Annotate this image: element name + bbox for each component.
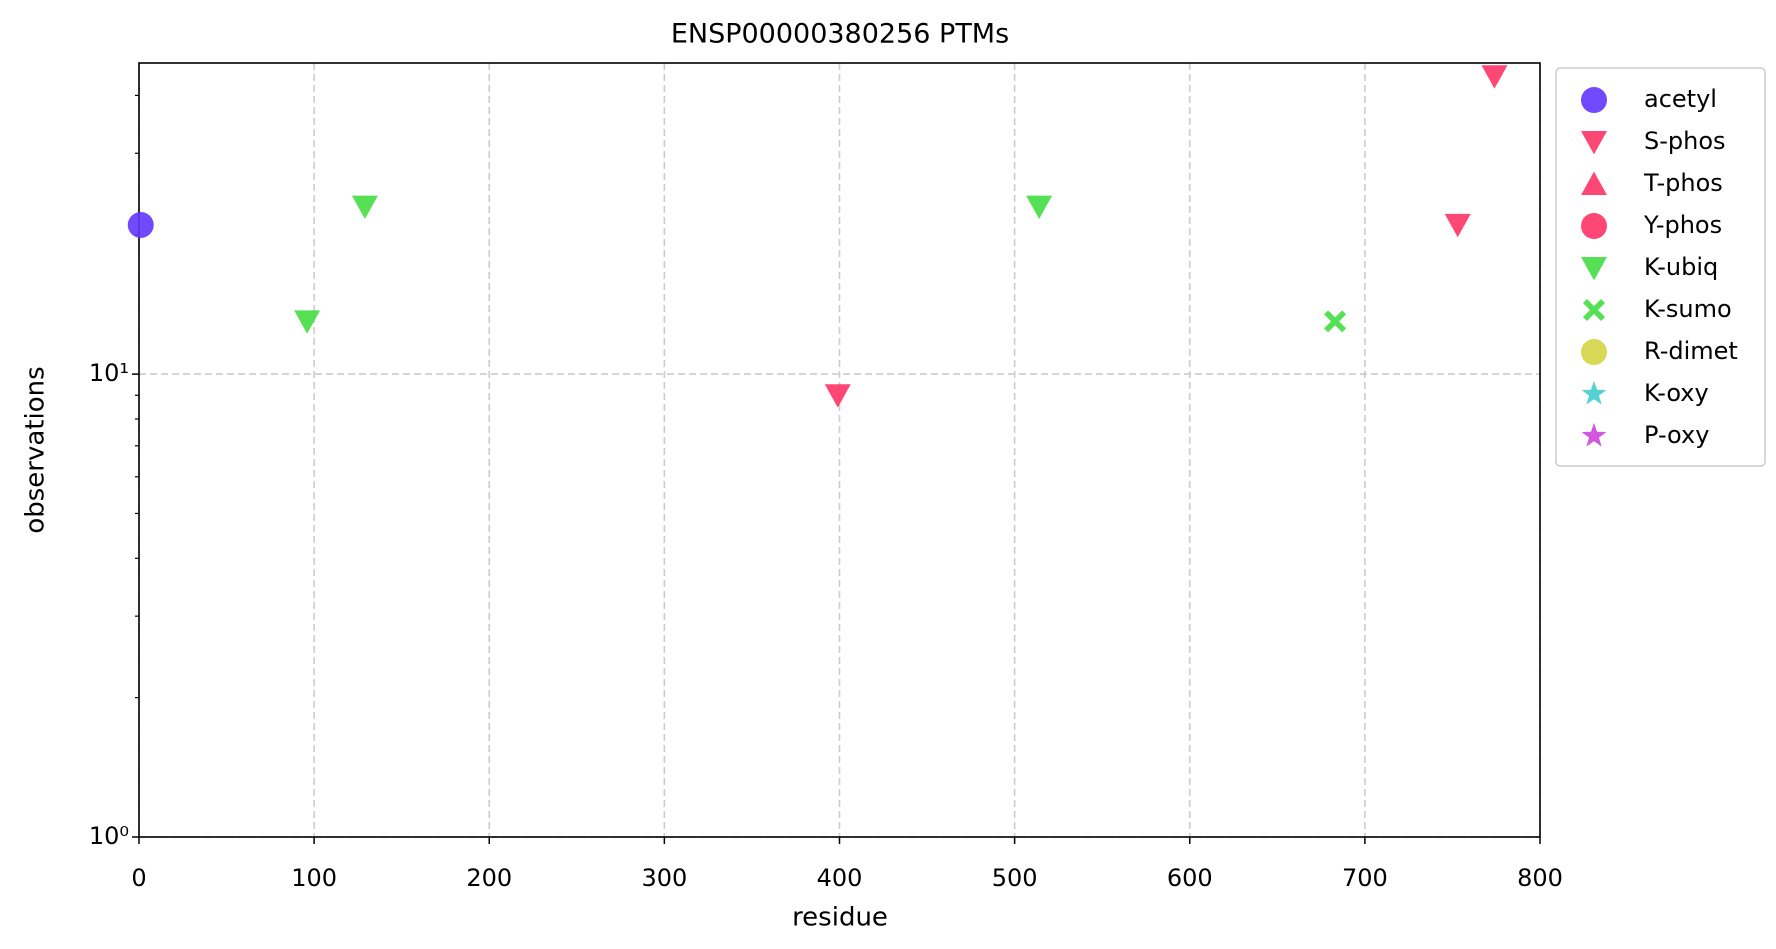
legend-marker <box>1581 213 1607 239</box>
x-tick-label: 400 <box>817 864 863 892</box>
legend-label: K-oxy <box>1644 379 1709 407</box>
legend-marker <box>1582 298 1606 322</box>
point <box>1481 65 1508 89</box>
legend-marker <box>1581 87 1607 113</box>
legend-marker <box>1581 130 1607 155</box>
x-tick-label: 600 <box>1167 864 1213 892</box>
x-tick-label: 800 <box>1517 864 1563 892</box>
legend-label: K-ubiq <box>1644 253 1718 281</box>
legend-marker <box>1581 423 1607 447</box>
y-tick-label: 10¹ <box>89 359 129 387</box>
legend-marker <box>1581 339 1607 365</box>
legend-marker <box>1581 381 1607 405</box>
chart-title: ENSP00000380256 PTMs <box>671 19 1009 50</box>
legend-label: R-dimet <box>1644 337 1738 365</box>
legend-marker <box>1581 171 1607 196</box>
point <box>1444 213 1471 238</box>
x-tick-label: 700 <box>1342 864 1388 892</box>
x-tick-label: 200 <box>466 864 512 892</box>
point <box>824 384 851 408</box>
legend-label: T-phos <box>1643 169 1723 197</box>
legend-marker <box>1581 256 1607 281</box>
x-tick-label: 300 <box>641 864 687 892</box>
point <box>1026 195 1053 220</box>
y-tick-label: 10⁰ <box>89 822 129 850</box>
point <box>294 310 321 334</box>
legend-box <box>1555 67 1766 467</box>
legend-label: S-phos <box>1644 127 1726 155</box>
plot-frame <box>138 62 1541 838</box>
legend-label: acetyl <box>1644 85 1717 113</box>
legend-label: P-oxy <box>1644 421 1709 449</box>
point <box>127 211 154 238</box>
y-axis-label: observations <box>21 366 51 533</box>
x-axis-label: residue <box>792 903 888 933</box>
x-tick-label: 500 <box>992 864 1038 892</box>
point <box>1324 310 1347 333</box>
x-tick-label: 0 <box>131 864 146 892</box>
point <box>351 195 378 220</box>
legend-label: Y-phos <box>1643 211 1722 239</box>
legend-label: K-sumo <box>1644 295 1732 323</box>
x-tick-label: 100 <box>291 864 337 892</box>
